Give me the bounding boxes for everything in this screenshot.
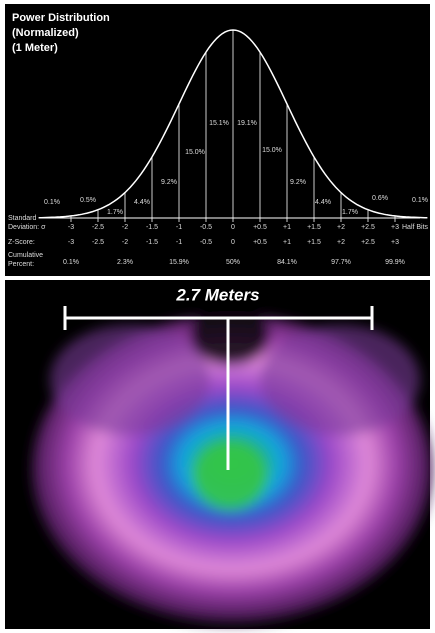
sd-tick: 0 xyxy=(231,224,235,231)
segment-label: 1.7% xyxy=(107,209,123,216)
z-score: +2.5 xyxy=(361,239,375,246)
cumulative: 99.9% xyxy=(385,259,405,266)
sd-tick: -2.5 xyxy=(92,224,104,231)
title: Power Distribution xyxy=(12,12,110,24)
z-score: +1.5 xyxy=(307,239,321,246)
z-score: 0 xyxy=(231,239,235,246)
segment-label: 9.2% xyxy=(161,179,177,186)
chart-panel xyxy=(5,4,430,276)
page: 2.7 Meters Power Distribution (Normalized… xyxy=(0,0,435,633)
segment-label: 0.1% xyxy=(412,197,428,204)
z-score: -3 xyxy=(68,239,74,246)
row-label: Cumulative xyxy=(8,252,43,259)
z-score: -1 xyxy=(176,239,182,246)
sd-tick: +3 xyxy=(391,224,399,231)
sd-suffix: Half Bits xyxy=(402,224,429,231)
cumulative: 50% xyxy=(226,259,240,266)
segment-label: 0.6% xyxy=(372,195,388,202)
segment-label: 9.2% xyxy=(290,179,306,186)
row-label: Deviation: σ xyxy=(8,224,46,231)
cumulative: 0.1% xyxy=(63,259,79,266)
measurement: 2.7 Meters xyxy=(175,285,259,304)
z-score: -2.5 xyxy=(92,239,104,246)
z-score: -2 xyxy=(122,239,128,246)
sd-tick: +0.5 xyxy=(253,224,267,231)
sd-tick: +2 xyxy=(337,224,345,231)
z-score: +1 xyxy=(283,239,291,246)
title: (1 Meter) xyxy=(12,42,58,54)
row-label: Standard xyxy=(8,215,37,222)
z-score: +3 xyxy=(391,239,399,246)
segment-label: 4.4% xyxy=(315,199,331,206)
cumulative: 2.3% xyxy=(117,259,133,266)
segment-label: 4.4% xyxy=(134,199,150,206)
segment-label: 15.1% xyxy=(209,120,229,127)
title: (Normalized) xyxy=(12,27,79,39)
sd-tick: +1 xyxy=(283,224,291,231)
cumulative: 97.7% xyxy=(331,259,351,266)
z-score: -0.5 xyxy=(200,239,212,246)
sd-tick: +2.5 xyxy=(361,224,375,231)
segment-label: 15.0% xyxy=(262,147,282,154)
heat-blob xyxy=(32,305,432,625)
figure: 2.7 Meters Power Distribution (Normalized… xyxy=(0,0,435,633)
segment-label: 15.0% xyxy=(185,149,205,156)
sd-tick: -2 xyxy=(122,224,128,231)
row-label: Z-Score: xyxy=(8,239,35,246)
sd-tick: -0.5 xyxy=(200,224,212,231)
cumulative: 84.1% xyxy=(277,259,297,266)
sd-tick: -1.5 xyxy=(146,224,158,231)
cumulative: 15.9% xyxy=(169,259,189,266)
z-score: +2 xyxy=(337,239,345,246)
sd-tick: +1.5 xyxy=(307,224,321,231)
sd-tick: -3 xyxy=(68,224,74,231)
segment-label: 0.5% xyxy=(80,197,96,204)
segment-label: 19.1% xyxy=(237,120,257,127)
row-label: Percent: xyxy=(8,261,34,268)
z-score: -1.5 xyxy=(146,239,158,246)
segment-label: 0.1% xyxy=(44,199,60,206)
segment-label: 1.7% xyxy=(342,209,358,216)
z-score: +0.5 xyxy=(253,239,267,246)
sd-tick: -1 xyxy=(176,224,182,231)
